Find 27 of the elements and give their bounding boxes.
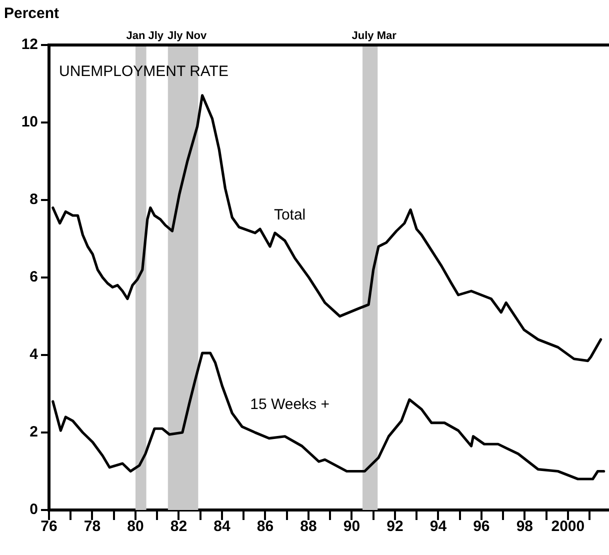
text: UNEMPLOYMENT RATE xyxy=(59,63,228,80)
series-label: Total xyxy=(274,206,306,224)
series-label: 15 Weeks + xyxy=(250,396,330,414)
x-tick-label: 76 xyxy=(40,518,58,536)
band-label: Jan Jly xyxy=(126,30,164,42)
x-tick-label: 90 xyxy=(343,518,360,536)
y-axis-title: Percent xyxy=(4,5,60,22)
x-tick-label: 2000 xyxy=(551,518,585,536)
x-tick-label: 94 xyxy=(430,518,448,536)
x-tick-label: 88 xyxy=(300,518,317,536)
y-tick-label: 2 xyxy=(30,424,38,441)
y-tick-label: 8 xyxy=(30,191,38,208)
y-tick-label: 10 xyxy=(21,114,38,131)
x-tick-label: 78 xyxy=(84,518,101,536)
band-label: Jly Nov xyxy=(167,30,208,42)
band-label: July Mar xyxy=(352,30,398,42)
x-tick-label: 84 xyxy=(214,518,231,536)
x-tick-label: 92 xyxy=(386,518,404,536)
x-tick-label: 82 xyxy=(170,518,188,536)
y-tick-label: 12 xyxy=(21,36,38,54)
y-tick-label: 6 xyxy=(30,268,38,286)
x-tick-label: 86 xyxy=(256,518,274,536)
x-tick-label: 98 xyxy=(516,518,534,536)
x-tick-label: 96 xyxy=(473,518,490,536)
x-tick-label: 80 xyxy=(127,518,144,536)
y-tick-label: 0 xyxy=(30,501,38,518)
y-tick-label: 4 xyxy=(30,346,39,364)
